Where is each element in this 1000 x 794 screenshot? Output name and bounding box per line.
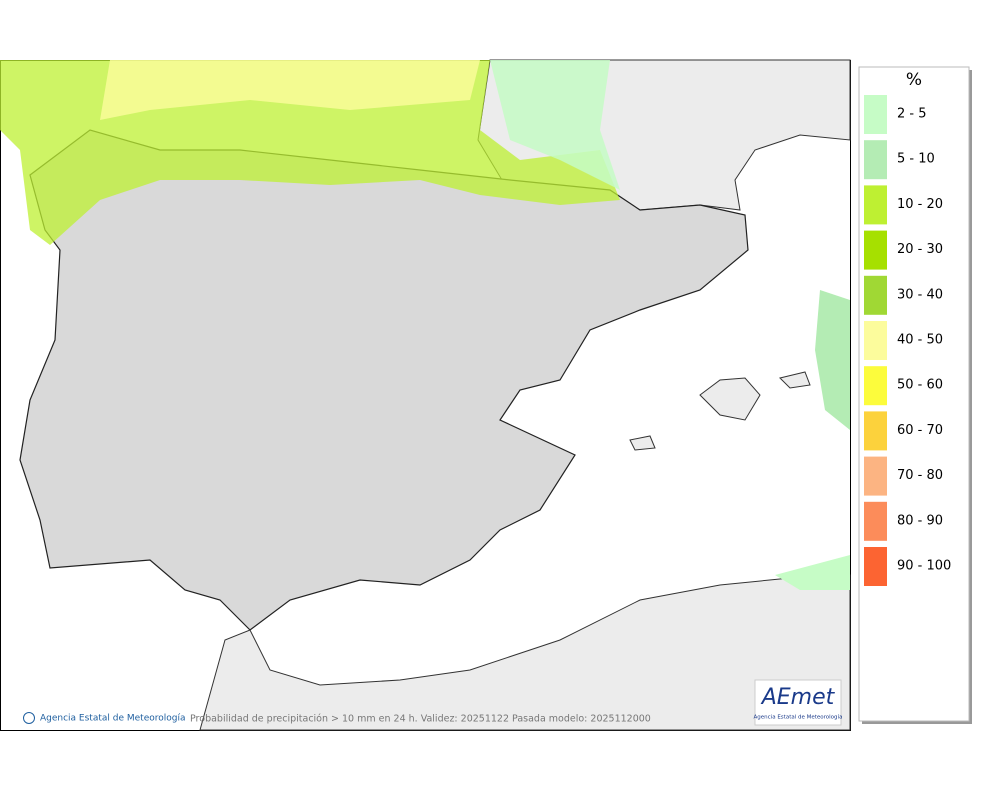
legend-swatch [864,275,887,315]
legend-swatch [864,95,887,134]
legend-label: 50 - 60 [897,378,943,393]
legend-swatch [864,456,887,496]
precipitation-area [775,555,850,590]
logo-box [754,679,842,726]
precipitation-area [490,60,620,190]
legend-title: % [906,70,922,90]
legend-label: 40 - 50 [897,333,943,348]
legend-label: 30 - 40 [897,287,943,302]
balearic-islands [629,371,811,451]
legend-label: 20 - 30 [897,242,943,257]
legend-label: 90 - 100 [897,559,951,574]
legend-label: 80 - 90 [897,513,943,528]
logo: AEmet [760,685,836,710]
legend-label: 70 - 80 [897,468,943,483]
legend-swatch [864,321,887,360]
logo-subtitle: Agencia Estatal de Meteorología [754,714,843,721]
legend-swatch [864,411,887,451]
legend-swatch [864,140,887,180]
caption: Probabilidad de precipitación > 10 mm en… [190,714,651,725]
legend-swatch [864,185,887,225]
legend-swatch [864,501,887,541]
precipitation-area [815,290,850,430]
legend-swatch [864,366,887,406]
copyright-icon [23,712,35,724]
credit: Agencia Estatal de Meteorología [40,714,186,724]
legend-label: 2 - 5 [897,107,927,122]
map: Agencia Estatal de Meteorología Probabil… [0,59,851,731]
legend-swatch [864,230,887,270]
legend: % 2 - 5 5 - 10 10 - 20 20 - 30 30 - 40 40 - 5… [858,66,972,724]
legend-label: 10 - 20 [897,197,943,212]
legend-label: 5 - 10 [897,152,935,167]
precipitation-area [100,60,480,120]
legend-swatch [864,547,887,586]
legend-label: 60 - 70 [897,423,943,438]
